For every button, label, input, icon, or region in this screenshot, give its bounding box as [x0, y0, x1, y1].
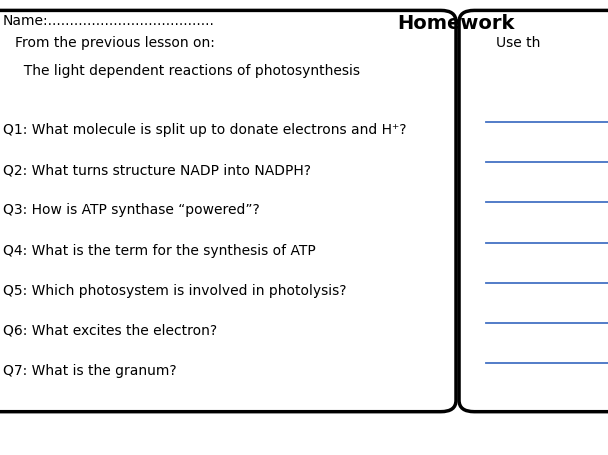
Text: Homework: Homework — [397, 14, 515, 33]
Text: Q5: Which photosystem is involved in photolysis?: Q5: Which photosystem is involved in pho… — [3, 283, 347, 297]
Text: Q6: What excites the electron?: Q6: What excites the electron? — [3, 323, 217, 337]
Text: Q7: What is the granum?: Q7: What is the granum? — [3, 363, 177, 377]
Text: Q2: What turns structure NADP into NADPH?: Q2: What turns structure NADP into NADPH… — [3, 163, 311, 177]
Text: The light dependent reactions of photosynthesis: The light dependent reactions of photosy… — [15, 64, 360, 78]
Text: Use th: Use th — [496, 36, 540, 51]
FancyBboxPatch shape — [459, 11, 608, 412]
Text: Q1: What molecule is split up to donate electrons and H⁺?: Q1: What molecule is split up to donate … — [3, 123, 407, 137]
Text: Q4: What is the term for the synthesis of ATP: Q4: What is the term for the synthesis o… — [3, 243, 316, 257]
Text: From the previous lesson on:: From the previous lesson on: — [15, 36, 215, 51]
Text: Q3: How is ATP synthase “powered”?: Q3: How is ATP synthase “powered”? — [3, 203, 260, 217]
Text: Name:......................................: Name:...................................… — [3, 14, 215, 28]
FancyBboxPatch shape — [0, 11, 456, 412]
